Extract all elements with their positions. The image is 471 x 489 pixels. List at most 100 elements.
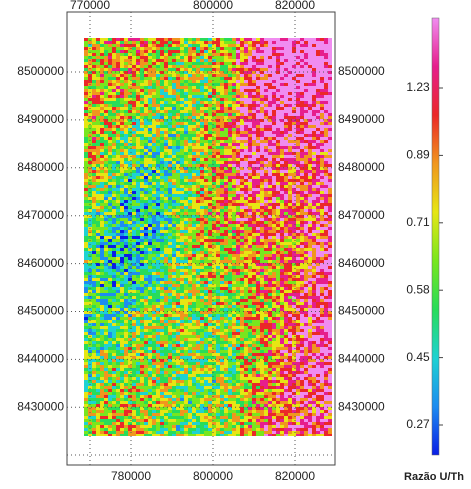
raster-cell bbox=[148, 44, 152, 47]
raster-cell bbox=[280, 179, 284, 182]
raster-cell bbox=[144, 227, 148, 230]
raster-cell bbox=[216, 272, 220, 275]
raster-cell bbox=[268, 92, 272, 95]
raster-cell bbox=[212, 245, 216, 248]
raster-cell bbox=[188, 194, 192, 197]
raster-cell bbox=[100, 59, 104, 62]
raster-cell bbox=[248, 107, 252, 110]
raster-cell bbox=[256, 200, 260, 203]
raster-cell bbox=[320, 143, 324, 146]
raster-cell bbox=[144, 278, 148, 281]
raster-cell bbox=[104, 155, 108, 158]
raster-cell bbox=[160, 260, 164, 263]
raster-cell bbox=[200, 59, 204, 62]
raster-cell bbox=[328, 242, 332, 245]
raster-cell bbox=[312, 155, 316, 158]
raster-cell bbox=[100, 131, 104, 134]
raster-cell bbox=[180, 206, 184, 209]
raster-cell bbox=[152, 68, 156, 71]
raster-cell bbox=[84, 206, 88, 209]
raster-cell bbox=[112, 221, 116, 224]
raster-cell bbox=[276, 209, 280, 212]
raster-cell bbox=[272, 197, 276, 200]
raster-cell bbox=[192, 209, 196, 212]
raster-cell bbox=[160, 50, 164, 53]
raster-cell bbox=[176, 128, 180, 131]
raster-cell bbox=[300, 92, 304, 95]
raster-cell bbox=[172, 209, 176, 212]
raster-cell bbox=[176, 242, 180, 245]
raster-cell bbox=[116, 230, 120, 233]
raster-cell bbox=[108, 245, 112, 248]
raster-cell bbox=[156, 95, 160, 98]
raster-cell bbox=[132, 176, 136, 179]
raster-cell bbox=[120, 179, 124, 182]
raster-cell bbox=[196, 245, 200, 248]
raster-cell bbox=[152, 185, 156, 188]
raster-cell bbox=[92, 152, 96, 155]
raster-cell bbox=[236, 47, 240, 50]
raster-cell bbox=[216, 170, 220, 173]
raster-cell bbox=[168, 278, 172, 281]
raster-cell bbox=[300, 239, 304, 242]
raster-cell bbox=[104, 242, 108, 245]
raster-cell bbox=[100, 206, 104, 209]
raster-cell bbox=[216, 209, 220, 212]
raster-cell bbox=[184, 74, 188, 77]
raster-cell bbox=[200, 185, 204, 188]
raster-cell bbox=[320, 200, 324, 203]
raster-cell bbox=[124, 125, 128, 128]
raster-cell bbox=[152, 56, 156, 59]
raster-cell bbox=[316, 107, 320, 110]
raster-cell bbox=[324, 101, 328, 104]
raster-cell bbox=[232, 80, 236, 83]
raster-cell bbox=[108, 254, 112, 257]
raster-cell bbox=[208, 59, 212, 62]
raster-cell bbox=[252, 206, 256, 209]
raster-cell bbox=[156, 158, 160, 161]
raster-cell bbox=[224, 98, 228, 101]
raster-cell bbox=[112, 137, 116, 140]
raster-cell bbox=[248, 164, 252, 167]
raster-cell bbox=[136, 245, 140, 248]
raster-cell bbox=[120, 236, 124, 239]
raster-cell bbox=[176, 47, 180, 50]
raster-cell bbox=[112, 233, 116, 236]
raster-cell bbox=[292, 173, 296, 176]
raster-cell bbox=[320, 275, 324, 278]
raster-cell bbox=[328, 101, 332, 104]
raster-cell bbox=[264, 47, 268, 50]
raster-cell bbox=[224, 197, 228, 200]
raster-cell bbox=[280, 269, 284, 272]
raster-cell bbox=[260, 170, 264, 173]
raster-cell bbox=[104, 110, 108, 113]
raster-cell bbox=[212, 209, 216, 212]
raster-cell bbox=[220, 266, 224, 269]
raster-cell bbox=[124, 56, 128, 59]
raster-cell bbox=[276, 77, 280, 80]
raster-cell bbox=[200, 113, 204, 116]
raster-cell bbox=[204, 251, 208, 254]
raster-cell bbox=[264, 149, 268, 152]
raster-cell bbox=[144, 62, 148, 65]
raster-cell bbox=[152, 239, 156, 242]
raster-cell bbox=[212, 41, 216, 44]
raster-cell bbox=[136, 143, 140, 146]
raster-cell bbox=[200, 179, 204, 182]
raster-cell bbox=[172, 158, 176, 161]
raster-cell bbox=[300, 86, 304, 89]
raster-cell bbox=[260, 224, 264, 227]
raster-cell bbox=[272, 233, 276, 236]
raster-cell bbox=[248, 146, 252, 149]
raster-cell bbox=[96, 155, 100, 158]
raster-cell bbox=[236, 113, 240, 116]
raster-cell bbox=[228, 257, 232, 260]
raster-cell bbox=[276, 242, 280, 245]
raster-cell bbox=[84, 227, 88, 230]
raster-cell bbox=[308, 173, 312, 176]
raster-cell bbox=[276, 74, 280, 77]
raster-cell bbox=[144, 95, 148, 98]
raster-cell bbox=[192, 155, 196, 158]
raster-cell bbox=[272, 50, 276, 53]
raster-cell bbox=[288, 191, 292, 194]
